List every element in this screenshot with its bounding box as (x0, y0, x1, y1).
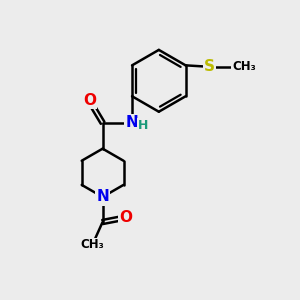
Text: CH₃: CH₃ (80, 238, 104, 251)
Text: N: N (126, 115, 138, 130)
Text: O: O (119, 210, 132, 225)
Text: S: S (204, 59, 215, 74)
Text: N: N (96, 190, 109, 205)
Text: CH₃: CH₃ (232, 60, 256, 73)
Text: H: H (138, 118, 148, 132)
Text: O: O (83, 93, 96, 108)
